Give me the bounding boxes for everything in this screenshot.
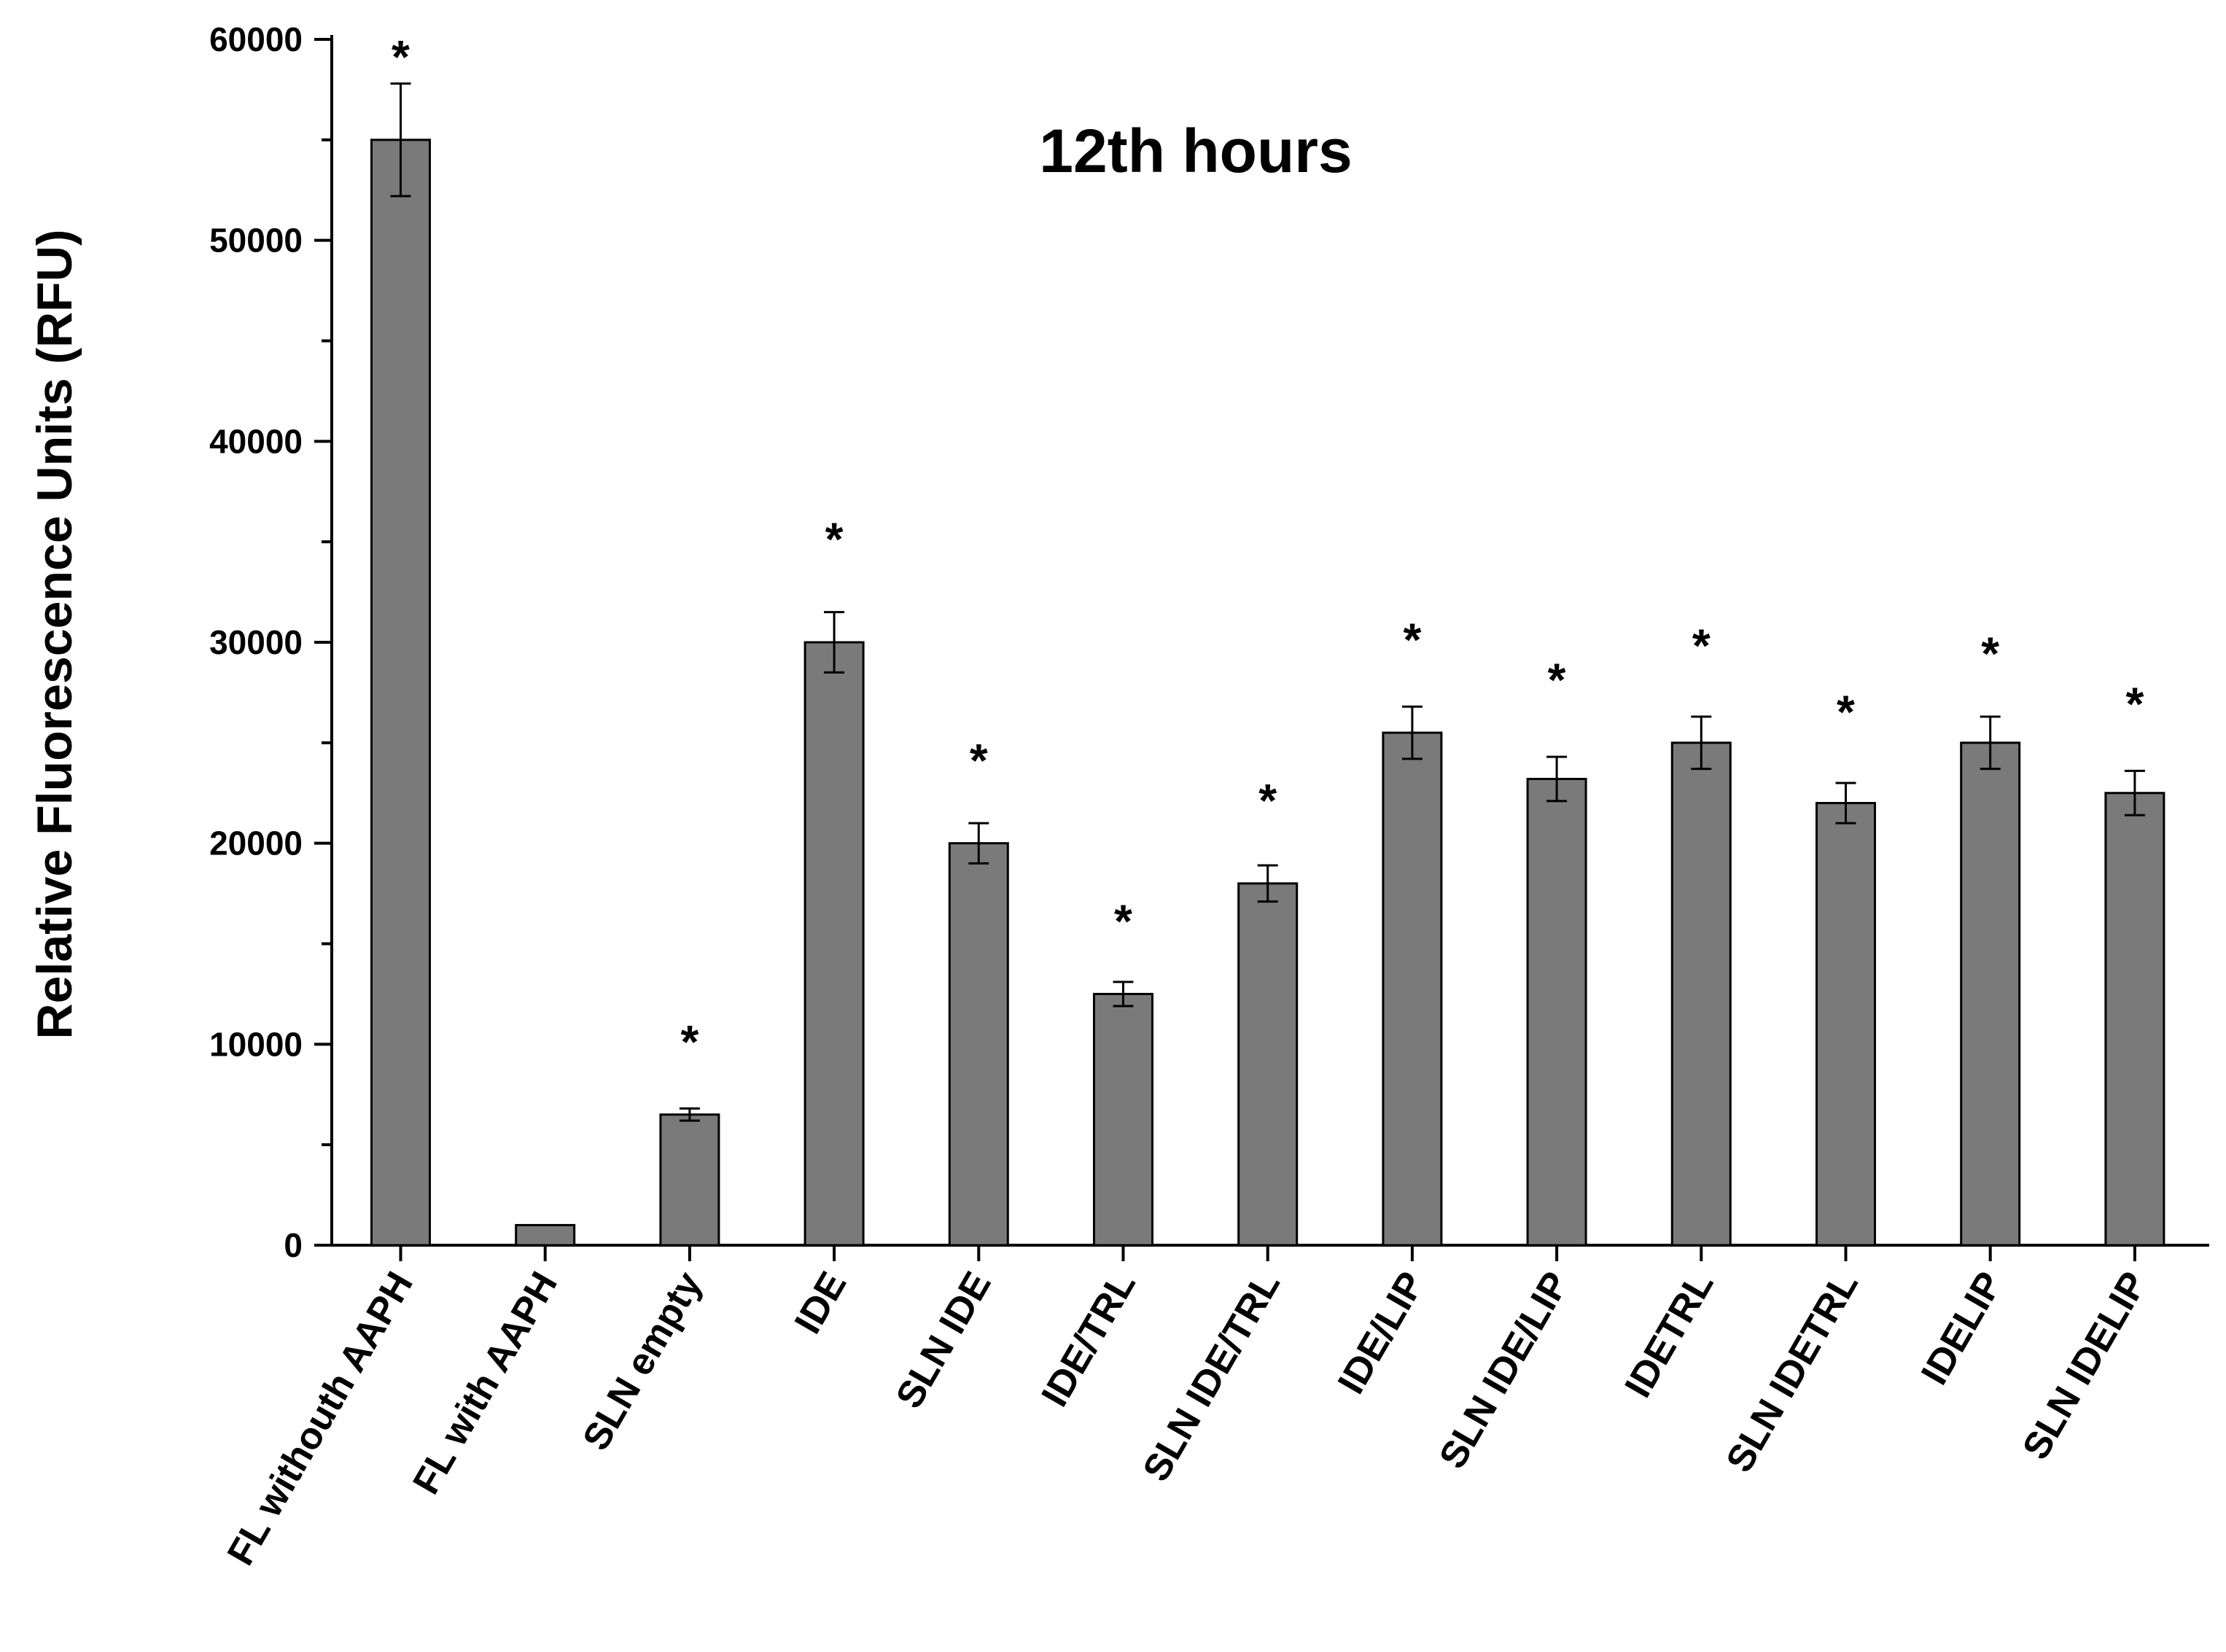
significance-marker: * <box>825 513 844 566</box>
plot-area: 0 10000 20000 30000 40000 50000 60000 * FL witho… <box>209 20 2209 1573</box>
x-category-label: FL withouth AAPH <box>219 1265 421 1573</box>
bar <box>803 641 865 1247</box>
significance-marker: * <box>392 31 410 83</box>
significance-marker: * <box>1114 895 1132 947</box>
chart-title: 12th hours <box>1039 117 1352 185</box>
bar <box>1816 802 1876 1247</box>
y-tick-label: 10000 <box>209 1025 303 1063</box>
significance-marker: * <box>1692 620 1711 672</box>
x-category-label: SLN IDELIP <box>2015 1265 2155 1467</box>
bar <box>1960 741 2021 1247</box>
significance-marker: * <box>970 734 988 787</box>
bar <box>1526 777 1587 1247</box>
bar <box>1670 741 1732 1247</box>
x-category-label: IDE/LIP <box>1330 1265 1433 1401</box>
significance-marker: * <box>680 1016 698 1068</box>
x-category-label: SLN IDE/LIP <box>1431 1265 1577 1476</box>
bar <box>2104 792 2165 1247</box>
x-category-label: SLN IDETRL <box>1719 1265 1867 1479</box>
significance-marker: * <box>1258 774 1277 827</box>
bar <box>659 1113 720 1247</box>
x-category-label: FL with AAPH <box>405 1265 566 1501</box>
y-tick-label: 40000 <box>209 422 303 460</box>
x-category-label: SLN IDE/TRL <box>1135 1265 1289 1489</box>
bar <box>1093 992 1153 1247</box>
x-category-label: SLN IDE <box>888 1265 1000 1416</box>
bar <box>515 1223 576 1247</box>
significance-marker: * <box>1548 654 1566 706</box>
bar <box>948 842 1009 1247</box>
significance-marker: * <box>1981 628 1999 680</box>
y-tick-label: 0 <box>284 1226 303 1264</box>
bar <box>370 139 431 1247</box>
y-axis-title: Relative Fluorescence Units (RFU) <box>27 230 82 1040</box>
x-category-label: IDELIP <box>1913 1265 2011 1392</box>
x-category-label: IDETRL <box>1617 1265 1722 1405</box>
x-category-label: SLN empty <box>575 1265 710 1457</box>
bar <box>1382 731 1443 1247</box>
y-tick-label: 50000 <box>209 222 303 260</box>
significance-marker: * <box>1837 686 1855 739</box>
significance-marker: * <box>1403 613 1421 666</box>
y-tick-label: 60000 <box>209 20 303 58</box>
y-tick-label: 30000 <box>209 623 303 661</box>
x-category-label: IDE/TRL <box>1034 1265 1144 1414</box>
x-category-label: IDE <box>787 1265 855 1341</box>
significance-marker: * <box>2125 678 2144 730</box>
bar <box>1237 882 1299 1247</box>
y-tick-label: 20000 <box>209 825 303 862</box>
